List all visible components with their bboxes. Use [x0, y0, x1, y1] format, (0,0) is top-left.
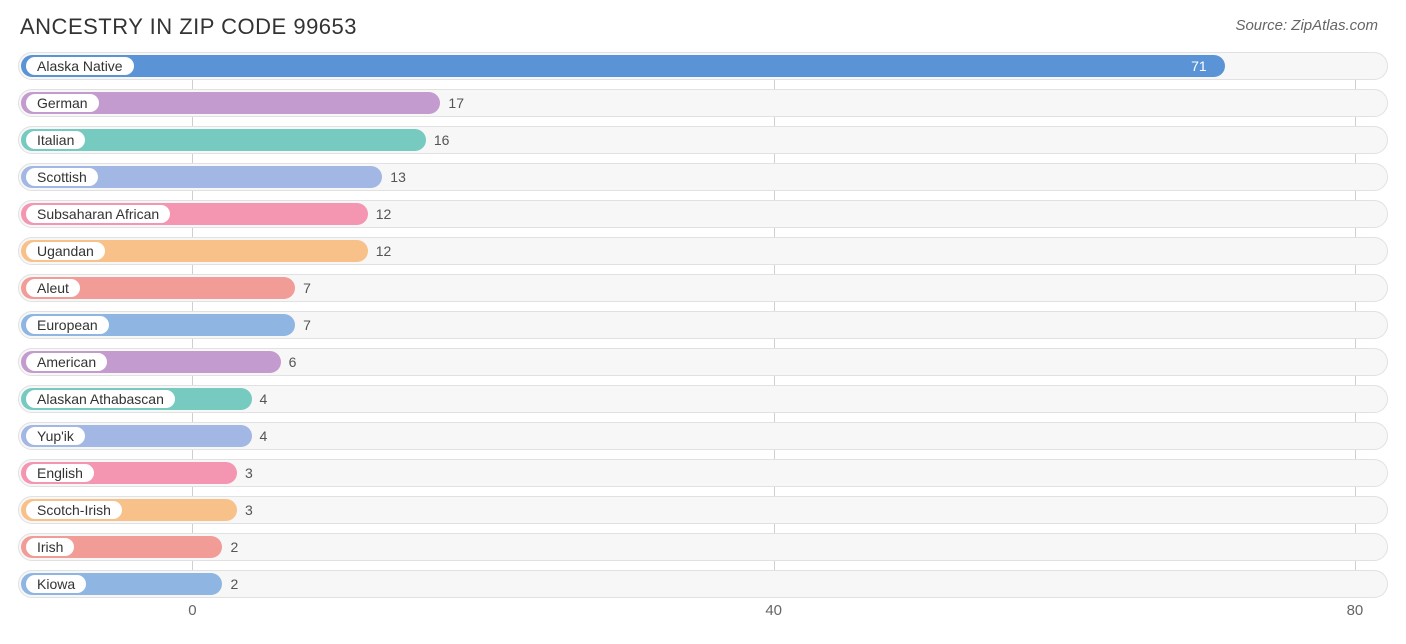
- bar-value: 12: [376, 205, 392, 223]
- bar-value: 6: [289, 353, 297, 371]
- bar-label: Alaska Native: [26, 57, 134, 75]
- bar-track: Alaskan Athabascan 4: [18, 385, 1388, 413]
- bar-value: 3: [245, 501, 253, 519]
- bar-track: Alaska Native 71: [18, 52, 1388, 80]
- bars-container: Alaska Native 71 German 17 Italian 16 Scottish…: [18, 52, 1388, 598]
- bar-label: Scotch-Irish: [26, 501, 122, 519]
- bar-value: 7: [303, 279, 311, 297]
- bar-label: Scottish: [26, 168, 98, 186]
- bar-track: Subsaharan African 12: [18, 200, 1388, 228]
- bar-label: Alaskan Athabascan: [26, 390, 175, 408]
- bar-value: 17: [448, 94, 464, 112]
- bar-track: Scotch-Irish 3: [18, 496, 1388, 524]
- bar-track: Aleut 7: [18, 274, 1388, 302]
- bar-fill: [21, 55, 1225, 77]
- x-axis: 0 40 80: [18, 600, 1388, 626]
- bar-value: 71: [1191, 57, 1207, 75]
- bar-track: European 7: [18, 311, 1388, 339]
- bar-track: Ugandan 12: [18, 237, 1388, 265]
- x-axis-tick: 0: [188, 602, 196, 619]
- bar-track: American 6: [18, 348, 1388, 376]
- x-axis-tick: 80: [1347, 602, 1364, 619]
- bar-value: 4: [260, 390, 268, 408]
- bar-label: Subsaharan African: [26, 205, 170, 223]
- bar-value: 3: [245, 464, 253, 482]
- bar-label: European: [26, 316, 109, 334]
- bar-track: English 3: [18, 459, 1388, 487]
- bar-track: Irish 2: [18, 533, 1388, 561]
- bar-track: Kiowa 2: [18, 570, 1388, 598]
- bar-label: English: [26, 464, 94, 482]
- chart-area: Alaska Native 71 German 17 Italian 16 Scottish…: [0, 46, 1406, 626]
- bar-value: 7: [303, 316, 311, 334]
- bar-label: Yup'ik: [26, 427, 85, 445]
- x-axis-tick: 40: [765, 602, 782, 619]
- bar-label: Irish: [26, 538, 74, 556]
- bar-label: German: [26, 94, 99, 112]
- bar-label: Italian: [26, 131, 85, 149]
- bar-value: 4: [260, 427, 268, 445]
- bar-label: American: [26, 353, 107, 371]
- bar-track: Italian 16: [18, 126, 1388, 154]
- bar-track: German 17: [18, 89, 1388, 117]
- bar-track: Yup'ik 4: [18, 422, 1388, 450]
- bar-value: 12: [376, 242, 392, 260]
- bar-value: 2: [230, 538, 238, 556]
- bar-label: Kiowa: [26, 575, 86, 593]
- bar-label: Aleut: [26, 279, 80, 297]
- bar-track: Scottish 13: [18, 163, 1388, 191]
- bar-value: 2: [230, 575, 238, 593]
- chart-source: Source: ZipAtlas.com: [1235, 14, 1386, 34]
- bar-value: 13: [390, 168, 406, 186]
- bar-label: Ugandan: [26, 242, 105, 260]
- chart-header: ANCESTRY IN ZIP CODE 99653 Source: ZipAt…: [0, 0, 1406, 46]
- bar-value: 16: [434, 131, 450, 149]
- chart-title: ANCESTRY IN ZIP CODE 99653: [20, 14, 357, 40]
